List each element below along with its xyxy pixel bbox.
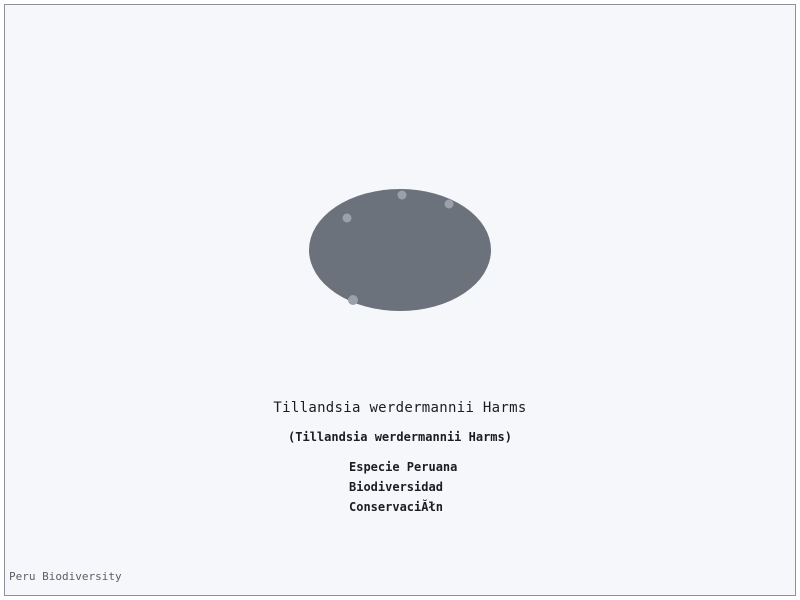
decorative-dot	[444, 199, 454, 209]
tag-conservacion: ConservaciĂłn	[349, 500, 443, 514]
tag-list: Especie Peruana Biodiversidad Conservaci…	[349, 458, 457, 518]
decorative-dot	[342, 213, 352, 223]
tag-especie-peruana: Especie Peruana	[349, 460, 458, 474]
species-title: Tillandsia werdermannii Harms	[273, 400, 527, 416]
species-ellipse	[309, 189, 491, 311]
decorative-dot	[397, 190, 407, 200]
footer-credit: Peru Biodiversity	[9, 570, 122, 583]
decorative-dot	[348, 295, 358, 305]
species-scientific-name: (Tillandsia werdermannii Harms)	[288, 430, 512, 444]
tag-biodiversidad: Biodiversidad	[349, 480, 443, 494]
